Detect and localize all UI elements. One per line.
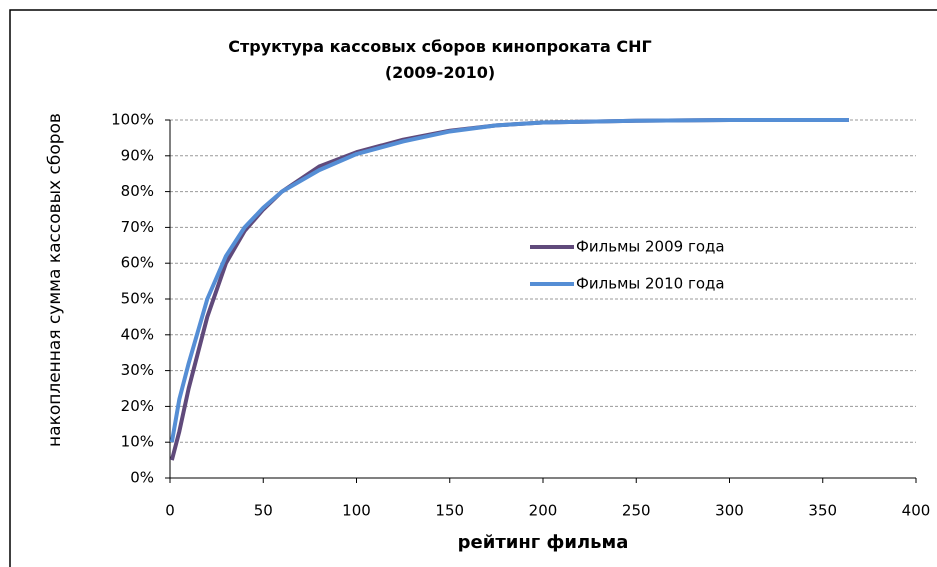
y-tick-label: 10%	[121, 433, 154, 451]
x-tick-label: 100	[342, 502, 371, 520]
y-tick-label: 20%	[121, 397, 154, 415]
x-tick-label: 400	[902, 502, 931, 520]
series-line	[169, 118, 849, 461]
y-tick-label: 40%	[121, 325, 154, 343]
chart-frame	[9, 9, 937, 567]
x-axis-label: рейтинг фильма	[457, 532, 629, 553]
x-tick-label: 300	[715, 502, 744, 520]
legend-label: Фильмы 2009 года	[576, 238, 725, 256]
y-tick-label: 80%	[121, 182, 154, 200]
x-tick-label: 350	[808, 502, 837, 520]
y-axis-label: накопленная сумма кассовых сборов	[45, 113, 65, 447]
y-tick-label: 100%	[111, 111, 154, 129]
legend-label: Фильмы 2010 года	[576, 275, 725, 293]
y-tick-label: 0%	[130, 469, 154, 487]
x-tick-label: 250	[622, 502, 651, 520]
series-line	[169, 118, 849, 443]
x-tick-label: 200	[529, 502, 558, 520]
y-tick-label: 70%	[121, 218, 154, 236]
x-tick-label: 150	[435, 502, 464, 520]
chart-title: Структура кассовых сборов кинопроката СН…	[228, 37, 652, 82]
y-tick-label: 90%	[121, 146, 154, 164]
x-tick-label: 50	[254, 502, 273, 520]
x-tick-label: 0	[165, 502, 175, 520]
y-tick-label: 50%	[121, 290, 154, 308]
y-tick-label: 60%	[121, 254, 154, 272]
y-tick-label: 30%	[121, 361, 154, 379]
